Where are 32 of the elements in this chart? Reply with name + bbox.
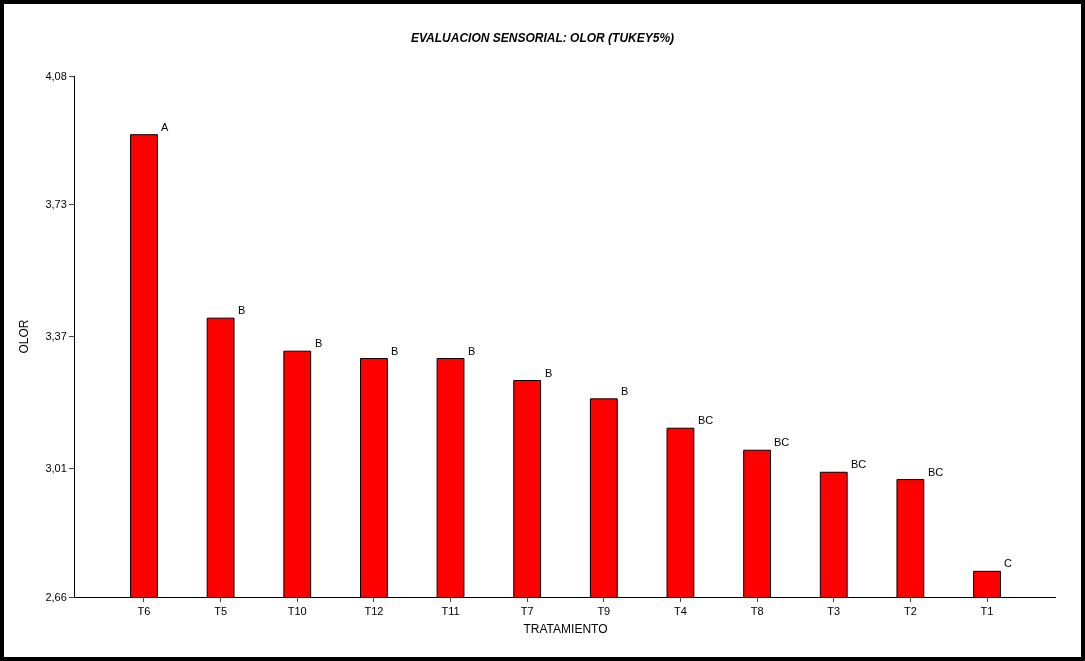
annotation: B — [468, 345, 476, 357]
y-tick-label: 2,66 — [45, 590, 67, 603]
x-tick-label: T1 — [980, 605, 994, 618]
annotation: BC — [851, 458, 867, 470]
annotation: BC — [928, 466, 944, 478]
y-tick-label: 4,08 — [45, 69, 67, 82]
x-tick-label: T5 — [214, 605, 228, 618]
x-tick-label: T10 — [287, 605, 307, 618]
y-tick-label: 3,73 — [45, 198, 67, 211]
annotation: B — [621, 385, 629, 397]
x-tick-label: T4 — [674, 605, 687, 618]
y-tick-label: 3,37 — [45, 330, 67, 343]
annotation: B — [545, 367, 553, 379]
x-tick-label: T6 — [137, 605, 151, 618]
annotation: B — [238, 304, 246, 316]
annotation: A — [161, 121, 169, 133]
x-tick-label: T3 — [827, 605, 841, 618]
y-tick-label: 3,01 — [45, 462, 67, 475]
annotation: BC — [698, 414, 714, 426]
x-tick-label: T11 — [441, 605, 460, 618]
x-tick-label: T2 — [903, 605, 917, 618]
x-tick-label: T8 — [750, 605, 764, 618]
y-axis-title: OLOR — [16, 319, 31, 354]
x-tick-label: T9 — [597, 605, 611, 618]
annotation: BC — [774, 436, 790, 448]
annotation: B — [315, 337, 323, 349]
annotation: C — [1004, 557, 1012, 569]
chart-title: EVALUACION SENSORIAL: OLOR (TUKEY5%) — [410, 30, 675, 45]
x-axis-title: TRATAMIENTO — [523, 622, 608, 637]
x-tick-label: T7 — [520, 605, 534, 618]
x-tick-label: T12 — [364, 605, 384, 618]
annotation: B — [391, 345, 399, 357]
